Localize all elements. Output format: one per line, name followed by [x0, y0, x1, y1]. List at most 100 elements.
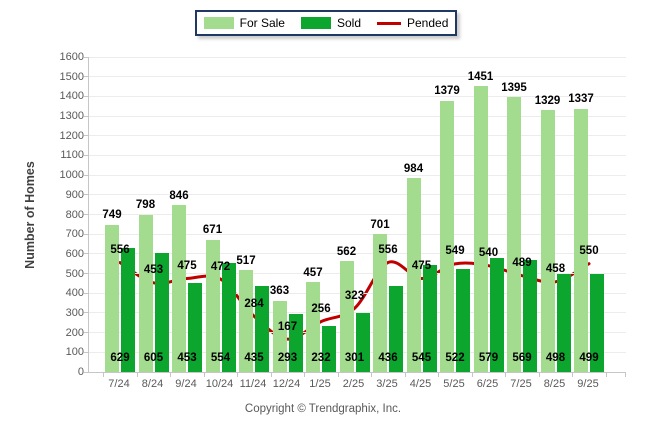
sold-value-label: 293	[277, 351, 298, 364]
for-sale-bar	[172, 205, 186, 372]
x-axis-tick	[538, 373, 540, 377]
y-axis-label: 900	[65, 188, 84, 201]
gridline	[89, 292, 626, 294]
for-sale-value-label: 457	[303, 266, 323, 279]
sold-value-label: 435	[244, 351, 264, 364]
y-axis-tick	[84, 56, 88, 58]
for-sale-value-label: 701	[370, 218, 390, 231]
legend-item-sold: Sold	[300, 16, 361, 30]
x-axis-tick	[304, 373, 306, 377]
x-axis-tick	[203, 373, 205, 377]
sold-value-label: 629	[110, 351, 130, 364]
y-axis-tick	[84, 233, 88, 235]
y-axis-label: 200	[65, 326, 84, 339]
sold-value-label: 605	[143, 351, 164, 364]
sold-value-label: 522	[445, 351, 465, 364]
x-axis-tick	[505, 373, 507, 377]
gridline	[89, 56, 626, 58]
pended-value-label: 453	[143, 264, 164, 277]
gridline	[89, 214, 626, 215]
for-sale-bar	[306, 282, 320, 372]
sold-bar	[221, 262, 236, 372]
for-sale-value-label: 984	[403, 162, 424, 175]
y-axis-tick	[84, 76, 88, 78]
y-axis-label: 700	[65, 228, 84, 241]
legend-label-sold: Sold	[336, 16, 361, 30]
for-sale-value-label: 517	[236, 254, 256, 267]
x-axis-tick	[371, 373, 373, 377]
pended-value-label: 549	[445, 245, 465, 258]
x-axis-label: 1/25	[309, 378, 331, 390]
pended-value-label: 540	[478, 247, 499, 260]
legend-item-pended: Pended	[377, 17, 448, 29]
sold-value-label: 232	[311, 351, 331, 364]
x-axis-tick	[605, 373, 607, 377]
sold-bar	[456, 269, 470, 372]
legend-label-for-sale: For Sale	[239, 16, 285, 30]
for-sale-bar	[205, 239, 220, 372]
pended-value-label: 256	[311, 303, 331, 316]
sold-bar	[121, 248, 135, 372]
for-sale-swatch-icon	[203, 17, 234, 29]
pended-value-label: 489	[512, 257, 532, 270]
sold-value-label: 498	[545, 351, 566, 364]
sold-bar	[556, 273, 571, 372]
pended-value-label: 550	[579, 245, 599, 258]
x-axis-tick	[438, 373, 440, 377]
x-axis-label: 3/25	[376, 378, 398, 390]
for-sale-bar	[540, 110, 555, 372]
pended-value-label: 323	[344, 289, 365, 302]
gridline	[89, 233, 626, 235]
pended-value-label: 556	[110, 244, 130, 257]
y-axis: 0 100 200 300 400 500 600 700 800 900 1000 1100 1200…	[0, 52, 84, 378]
y-axis-tick	[84, 312, 88, 314]
for-sale-bar	[507, 97, 521, 372]
y-axis-label: 0	[77, 366, 84, 378]
gridline	[89, 253, 626, 255]
sold-bar	[322, 326, 336, 372]
x-axis-label: 7/24	[108, 378, 130, 390]
sold-value-label: 569	[512, 351, 532, 364]
y-axis-label: 1100	[60, 149, 84, 162]
y-axis-label: 600	[65, 247, 84, 260]
x-axis-label: 5/25	[443, 378, 465, 390]
sold-bar	[422, 264, 437, 372]
pended-value-label: 472	[210, 260, 231, 273]
y-axis-tick	[84, 154, 88, 156]
for-sale-value-label: 1379	[434, 85, 460, 98]
for-sale-value-label: 1329	[534, 94, 561, 107]
sold-value-label: 545	[411, 351, 432, 364]
y-axis-label: 1000	[59, 169, 84, 182]
for-sale-bar	[373, 234, 387, 372]
sold-bar	[255, 286, 269, 372]
y-axis-label: 500	[65, 267, 84, 280]
for-sale-value-label: 562	[336, 245, 357, 258]
x-axis-tick	[625, 373, 626, 377]
x-axis-label: 8/24	[141, 378, 164, 390]
for-sale-value-label: 1451	[467, 70, 494, 83]
y-axis-tick	[84, 115, 88, 117]
sold-value-label: 499	[579, 351, 599, 364]
x-axis-tick	[103, 373, 105, 377]
for-sale-bar	[138, 214, 153, 372]
x-axis-label: 4/25	[409, 378, 432, 390]
legend-item-for-sale: For Sale	[203, 16, 285, 30]
y-axis-tick	[84, 273, 88, 275]
sold-value-label: 453	[177, 351, 197, 364]
gridline	[89, 115, 626, 117]
pended-value-label: 284	[244, 297, 264, 310]
x-axis-tick	[337, 373, 339, 377]
x-axis-tick	[471, 373, 473, 377]
sold-bar	[590, 273, 604, 372]
for-sale-value-label: 798	[135, 199, 156, 212]
chart-legend: For Sale Sold Pended	[195, 10, 457, 36]
sold-swatch-icon	[300, 17, 331, 29]
gridline	[89, 174, 626, 176]
y-axis-tick	[84, 253, 88, 255]
y-axis-tick	[84, 95, 88, 97]
copyright-text: Copyright © Trendgraphix, Inc.	[244, 403, 402, 415]
for-sale-value-label: 1395	[501, 81, 527, 94]
pended-value-label: 475	[177, 259, 197, 272]
for-sale-value-label: 671	[202, 224, 223, 237]
